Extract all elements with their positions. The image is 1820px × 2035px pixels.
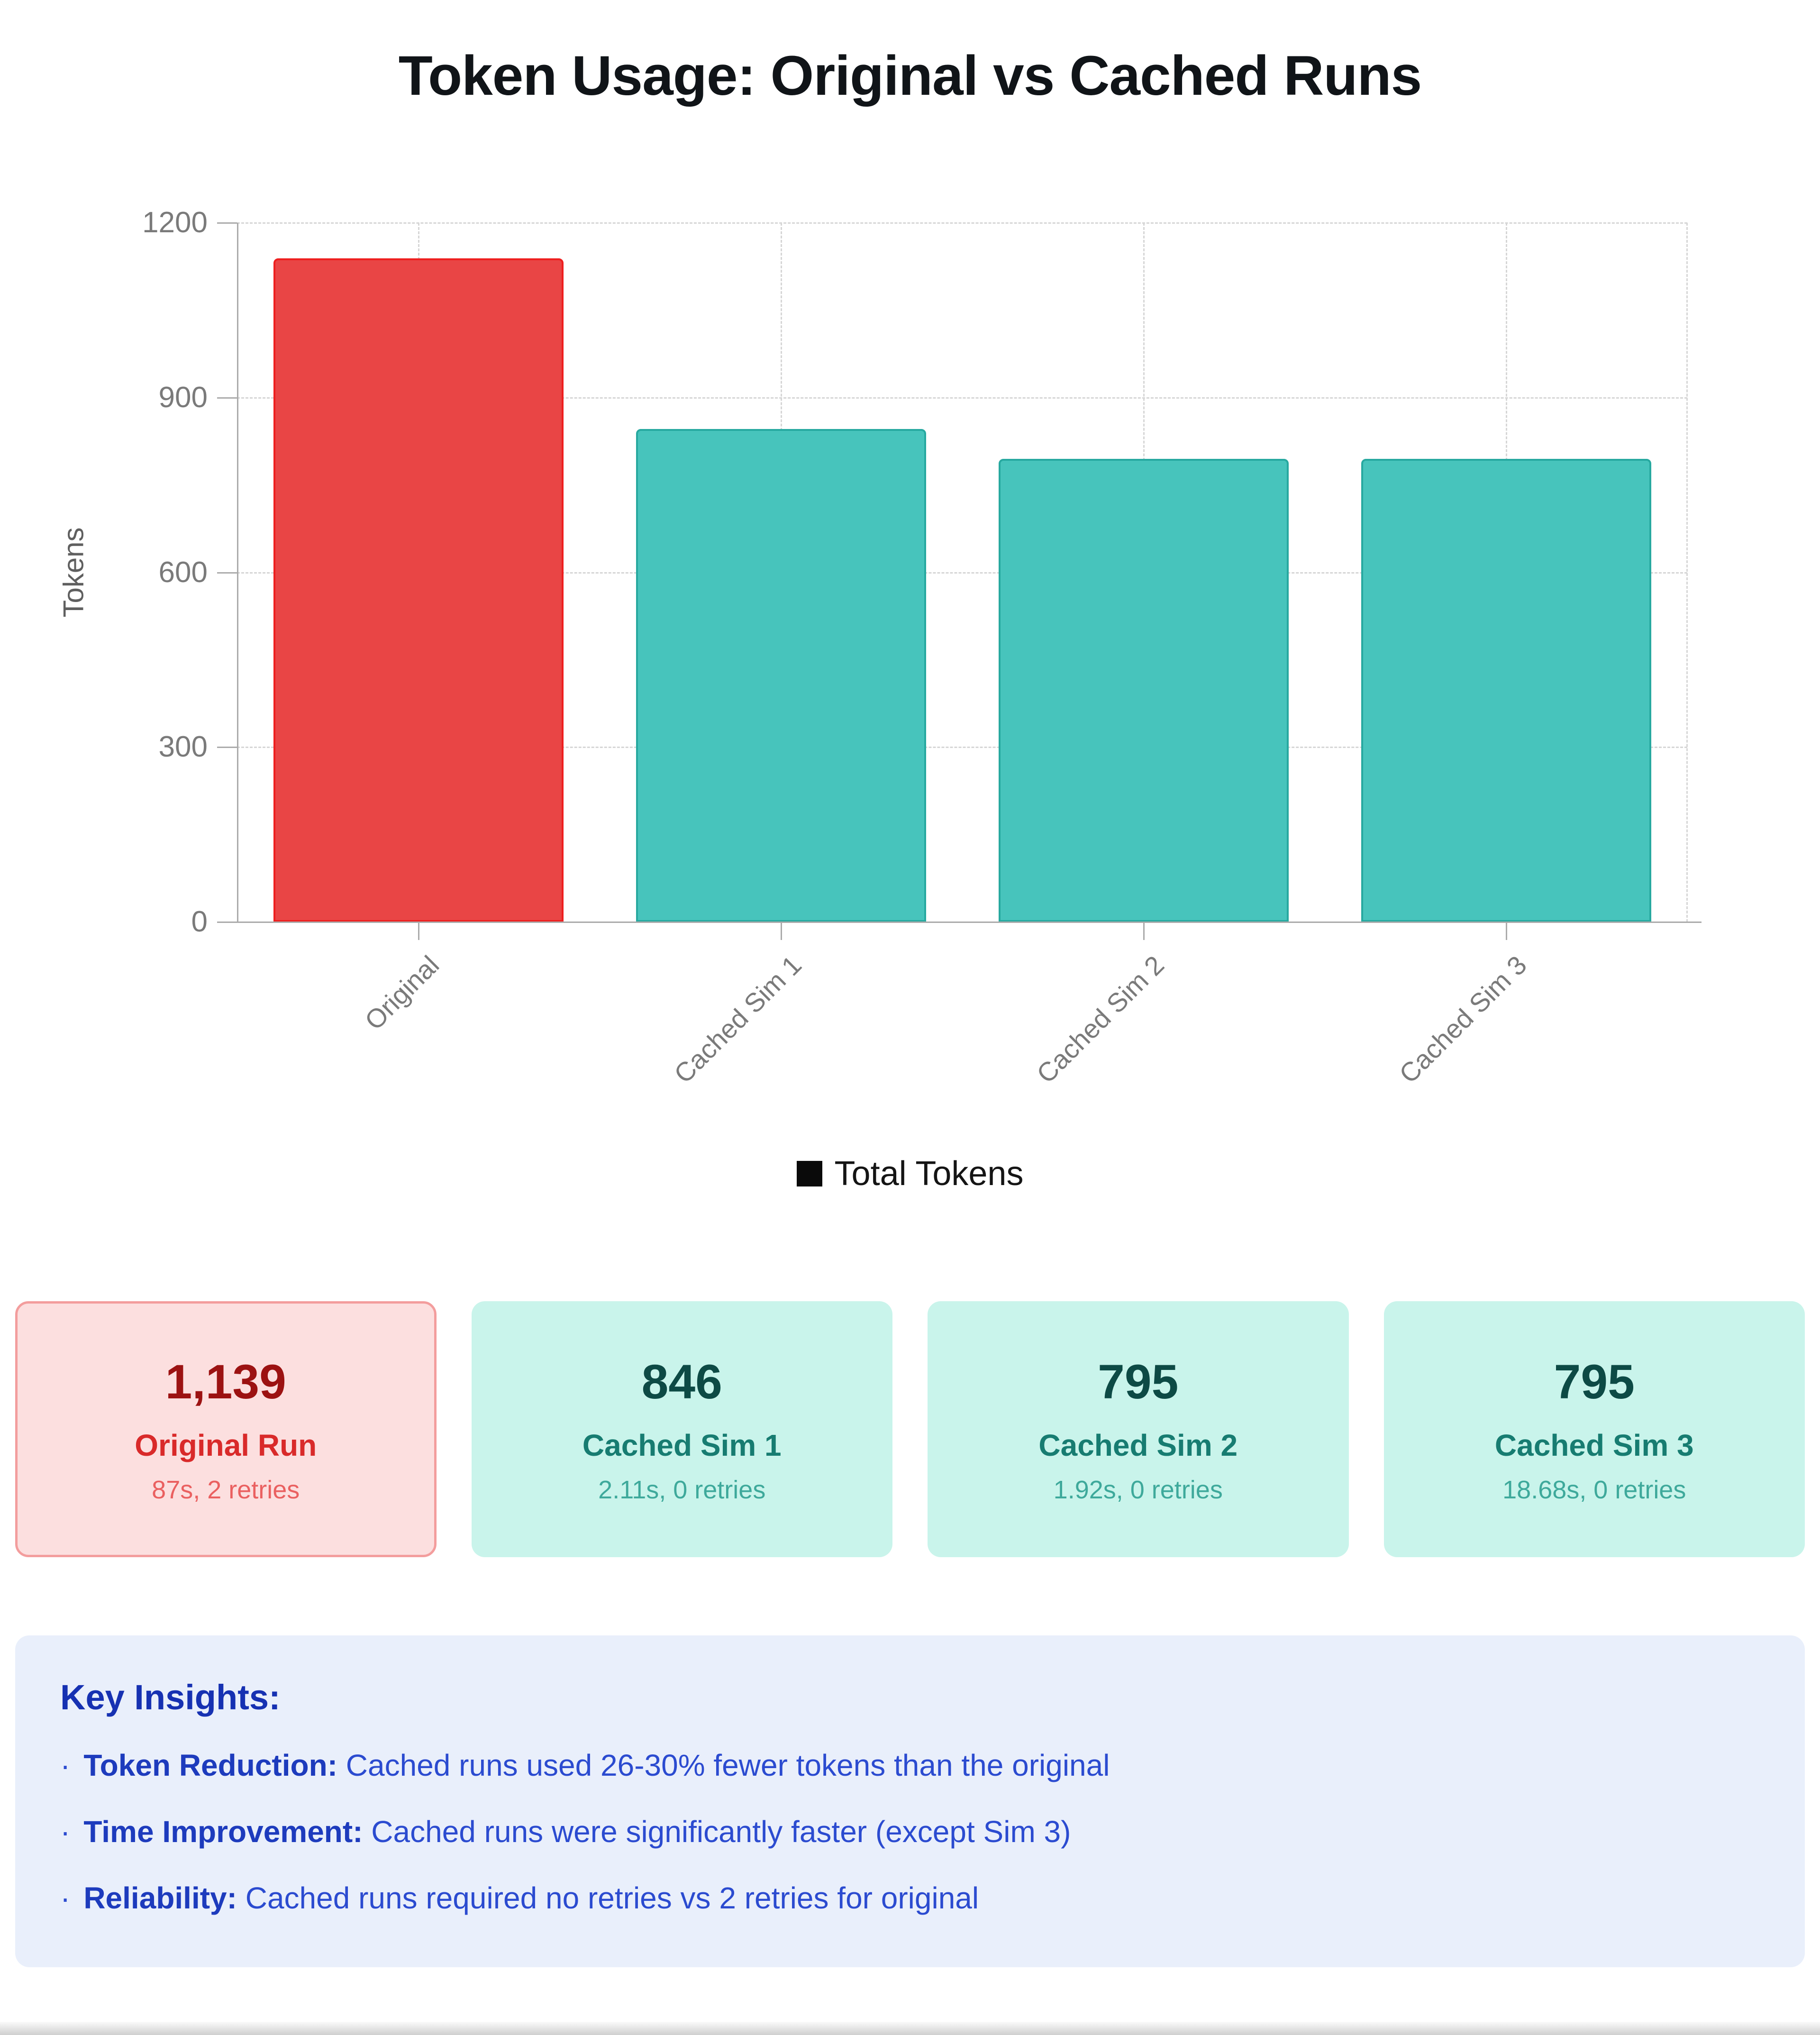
insights-list: · Token Reduction: Cached runs used 26-30… <box>60 1747 1760 1916</box>
bullet-icon: · <box>60 1881 71 1915</box>
x-tick-mark <box>1505 922 1507 940</box>
card-value: 795 <box>1098 1354 1179 1409</box>
stat-card-cached-sim-3: 795 Cached Sim 3 18.68s, 0 retries <box>1383 1301 1805 1557</box>
bar-cached-sim-1[interactable] <box>636 429 926 922</box>
legend-swatch-icon <box>796 1161 822 1186</box>
x-tick-mark <box>780 922 782 940</box>
insights-heading: Key Insights: <box>60 1678 281 1717</box>
y-tick-label: 600 <box>158 556 208 589</box>
gridline-horizontal <box>237 222 1687 224</box>
x-axis-label: Original <box>358 949 445 1036</box>
gridline-vertical-right-edge <box>1686 223 1688 922</box>
card-detail: 87s, 2 retries <box>152 1475 300 1504</box>
chart-title: Token Usage: Original vs Cached Runs <box>398 45 1422 107</box>
x-tick-mark <box>1143 922 1145 940</box>
y-tick-label: 900 <box>158 381 208 414</box>
card-label: Cached Sim 3 <box>1494 1428 1694 1462</box>
card-value: 1,139 <box>165 1354 286 1409</box>
y-axis-title: Tokens <box>57 527 90 618</box>
y-tick-mark <box>217 572 237 574</box>
bullet-icon: · <box>60 1815 71 1849</box>
insight-text: Cached runs used 26-30% fewer tokens tha… <box>346 1748 1110 1782</box>
x-axis-label: Cached Sim 2 <box>1030 949 1170 1089</box>
card-label: Original Run <box>135 1428 317 1462</box>
bar-cached-sim-3[interactable] <box>1361 459 1651 922</box>
insight-label: Token Reduction: <box>83 1748 346 1782</box>
stat-card-cached-sim-2: 795 Cached Sim 2 1.92s, 0 retries <box>928 1301 1349 1557</box>
gridline-horizontal <box>237 397 1687 399</box>
insight-label: Reliability: <box>83 1881 246 1915</box>
card-value: 795 <box>1554 1354 1635 1409</box>
card-detail: 1.92s, 0 retries <box>1053 1475 1223 1504</box>
insight-label: Time Improvement: <box>83 1815 372 1849</box>
x-tick-mark <box>418 922 419 940</box>
card-label: Cached Sim 2 <box>1038 1428 1238 1462</box>
bar-original[interactable] <box>273 258 564 922</box>
key-insights-panel: Key Insights: · Token Reduction: Cached r… <box>15 1635 1805 1967</box>
insight-item: · Token Reduction: Cached runs used 26-30… <box>60 1747 1760 1784</box>
x-axis-line <box>217 922 1702 923</box>
bullet-icon: · <box>60 1748 71 1782</box>
chart-legend[interactable]: Total Tokens <box>0 1154 1820 1193</box>
x-axis-label: Cached Sim 1 <box>668 949 807 1089</box>
card-detail: 18.68s, 0 retries <box>1502 1475 1686 1504</box>
gridline-horizontal <box>237 747 1687 748</box>
x-axis-label: Cached Sim 3 <box>1393 949 1532 1089</box>
insight-item: · Reliability: Cached runs required no re… <box>60 1880 1760 1916</box>
card-value: 846 <box>641 1354 722 1409</box>
window-bottom-edge <box>0 2022 1820 2035</box>
y-axis-line <box>237 223 238 922</box>
y-tick-label: 0 <box>191 905 208 938</box>
y-tick-label: 1200 <box>142 206 208 239</box>
bar-cached-sim-2[interactable] <box>999 459 1289 922</box>
y-tick-mark <box>217 747 237 748</box>
stat-card-original-run: 1,139 Original Run 87s, 2 retries <box>15 1301 437 1557</box>
gridline-horizontal <box>237 572 1687 574</box>
insight-text: Cached runs required no retries vs 2 ret… <box>245 1881 979 1915</box>
stat-card-cached-sim-1: 846 Cached Sim 1 2.11s, 0 retries <box>471 1301 892 1557</box>
insight-text: Cached runs were significantly faster (e… <box>371 1815 1071 1849</box>
y-tick-mark <box>217 222 237 224</box>
legend-label: Total Tokens <box>834 1155 1024 1193</box>
stat-cards-row: 1,139 Original Run 87s, 2 retries 846 Cached… <box>15 1301 1805 1557</box>
y-tick-mark <box>217 397 237 399</box>
insight-item: · Time Improvement: Cached runs were sign… <box>60 1813 1760 1850</box>
card-detail: 2.11s, 0 retries <box>598 1475 766 1504</box>
card-label: Cached Sim 1 <box>582 1428 782 1462</box>
y-tick-label: 300 <box>158 730 208 764</box>
